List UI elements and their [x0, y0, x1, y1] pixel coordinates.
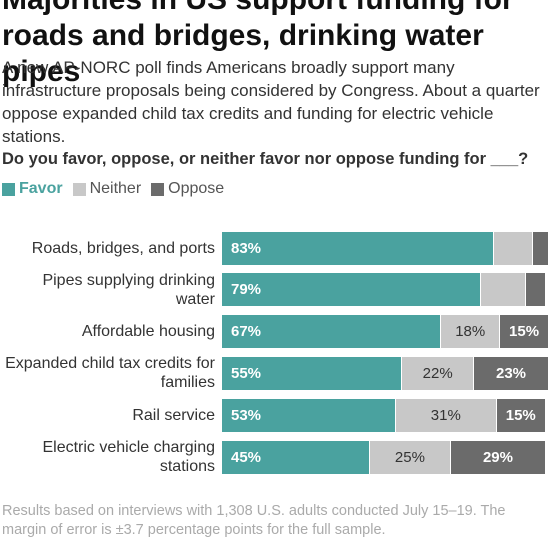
subtitle: A new AP-NORC poll finds Americans broad… [2, 58, 540, 146]
value-label: 83% [231, 239, 262, 257]
category-label: Pipes supplying drinking water [42, 271, 215, 308]
value-label: 67% [231, 323, 262, 341]
bar-segment: 31% [394, 398, 496, 432]
bar-segment [492, 231, 532, 265]
legend-swatch [2, 182, 15, 196]
value-label: 25% [394, 448, 425, 466]
bar-segment: 79% [222, 273, 480, 307]
category-label: Affordable housing [81, 323, 215, 341]
bar-segment: 15% [495, 398, 545, 432]
bar-segment [479, 273, 526, 307]
bar-segment: 25% [368, 440, 451, 474]
value-label: 31% [430, 406, 461, 424]
category-label: Rail service [132, 406, 215, 424]
bar-segment: 23% [473, 356, 548, 390]
legend-item: Neither [72, 180, 142, 198]
bar-segment: 18% [440, 315, 500, 349]
value-label: 79% [231, 281, 262, 299]
bar-segment: 83% [222, 231, 493, 265]
bar-segment: 29% [450, 440, 545, 474]
chart-title: Majorities in US support funding for roa… [2, 0, 514, 88]
category-label: Roads, bridges, and ports [31, 239, 215, 257]
bar-segment: 45% [222, 440, 369, 474]
legend-label: Oppose [168, 180, 225, 197]
bar-segment: 22% [401, 356, 474, 390]
value-label: 55% [231, 364, 262, 382]
legend-item: Favor [2, 180, 63, 198]
category-label: Expanded child tax credits for families [5, 355, 215, 392]
legend-label: Neither [89, 180, 142, 197]
value-label: 15% [505, 406, 536, 424]
bar-segment: 67% [222, 315, 441, 349]
bar-segment [525, 273, 545, 307]
value-label: 15% [509, 323, 540, 341]
category-label: Electric vehicle charging stations [42, 439, 215, 475]
legend: Favor Neither Oppose [2, 180, 224, 198]
bar-segment [531, 231, 548, 265]
legend-label: Favor [19, 180, 63, 197]
legend-swatch [72, 182, 86, 196]
value-label: 29% [482, 448, 513, 466]
bar-segment: 15% [499, 315, 548, 349]
legend-swatch [151, 182, 165, 196]
value-label: 23% [495, 364, 527, 382]
question: Do you favor, oppose, or neither favor n… [2, 150, 529, 168]
value-label: 18% [455, 323, 486, 341]
value-label: 22% [422, 364, 453, 382]
value-label: 53% [231, 406, 262, 424]
bar-segment: 53% [222, 398, 395, 432]
legend-item: Oppose [151, 180, 224, 198]
value-label: 45% [231, 448, 262, 466]
footnote: Results based on interviews with 1,308 U… [2, 503, 506, 538]
bar-segment: 55% [222, 356, 402, 390]
